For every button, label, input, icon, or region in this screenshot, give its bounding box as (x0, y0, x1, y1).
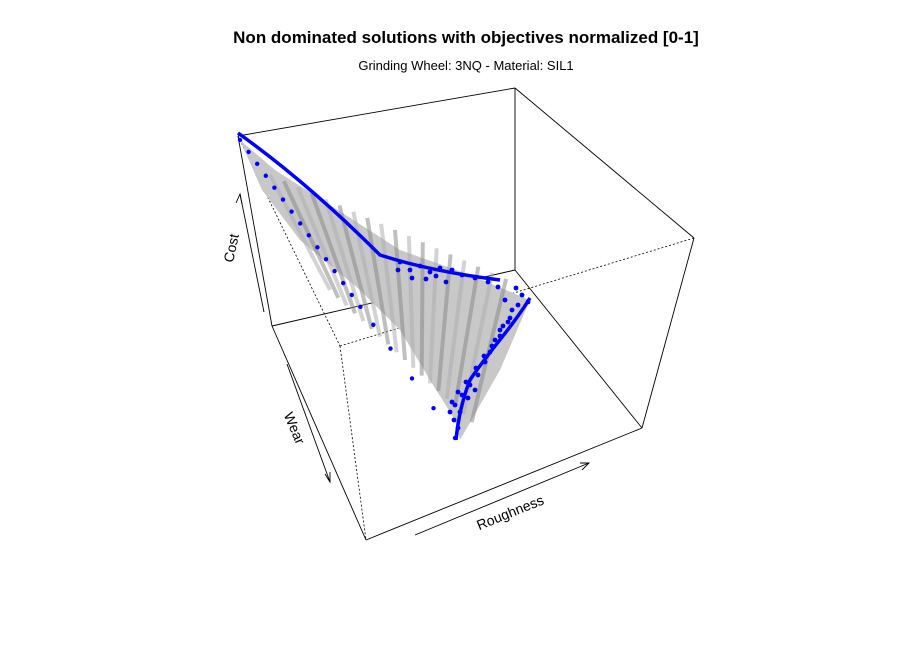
data-point (513, 285, 519, 291)
surface-stripe (444, 260, 467, 400)
data-point (500, 323, 506, 329)
chart-subtitle: Grinding Wheel: 3NQ - Material: SIL1 (358, 58, 574, 73)
surface-stripe (365, 217, 391, 345)
data-point (433, 273, 439, 279)
data-point (423, 276, 429, 282)
data-point (298, 221, 303, 226)
data-point (457, 409, 463, 415)
surface-stripes (268, 174, 509, 423)
data-point (492, 337, 498, 343)
data-point (495, 284, 501, 290)
data-point (263, 173, 268, 178)
data-point (447, 409, 453, 415)
frontier-curve-lower (454, 297, 532, 441)
chart-title: Non dominated solutions with objectives … (233, 28, 699, 47)
data-point (497, 333, 503, 339)
data-point (388, 346, 393, 351)
data-point (407, 267, 413, 273)
surface-stripe (268, 174, 332, 291)
data-point (475, 372, 481, 378)
data-point (272, 185, 277, 190)
axis-label-wear: Wear (281, 410, 309, 447)
roughness-axis-arrow (414, 462, 590, 536)
data-point (472, 387, 478, 393)
data-point (332, 268, 337, 274)
data-point (485, 279, 491, 285)
data-point (371, 322, 376, 327)
data-point (482, 359, 488, 365)
data-point (459, 272, 465, 278)
data-point (452, 402, 458, 408)
surface-main (240, 140, 530, 440)
data-point (449, 267, 455, 273)
data-point (487, 349, 493, 355)
data-point (451, 417, 457, 423)
data-point (358, 304, 363, 310)
data-point (505, 319, 511, 325)
data-point (397, 259, 403, 265)
data-point (502, 297, 508, 303)
surface-stripe (436, 254, 453, 392)
data-point (455, 389, 461, 395)
data-point (525, 299, 531, 305)
surface-stripe (379, 223, 399, 353)
data-point (395, 267, 401, 273)
axis-label-cost: Cost (220, 232, 242, 264)
data-point (255, 161, 260, 167)
data-point (289, 209, 294, 214)
surface-stripe (461, 272, 495, 415)
cost-axis-arrow (239, 193, 265, 313)
data-point (431, 406, 436, 411)
surface-stripe (453, 266, 481, 407)
box-edges (237, 87, 695, 541)
data-point (497, 327, 503, 333)
data-point (409, 376, 415, 381)
data-point (459, 392, 465, 398)
data-point (306, 233, 311, 238)
surface-stripe (393, 229, 407, 361)
data-point (507, 315, 513, 321)
data-point (467, 382, 473, 388)
surface-stripe (406, 236, 416, 368)
data-point (519, 292, 525, 298)
surface-stripe (419, 242, 425, 376)
data-point (449, 399, 455, 405)
data-point (509, 307, 515, 313)
surface-mesh (240, 140, 530, 440)
data-point (443, 279, 449, 285)
surface-stripe (337, 205, 374, 330)
data-point (341, 280, 346, 286)
data-point (237, 137, 243, 143)
data-point (489, 343, 495, 349)
data-point (437, 265, 443, 271)
data-point (246, 149, 251, 155)
axis-label-roughness: Roughness (474, 492, 546, 533)
data-point (417, 263, 423, 269)
data-point (409, 275, 415, 281)
data-point (455, 425, 461, 431)
data-point (515, 302, 521, 308)
data-point (473, 365, 479, 371)
data-point (349, 292, 354, 298)
data-point (427, 269, 433, 275)
data-point (472, 275, 478, 281)
wear-axis-arrow (286, 363, 331, 483)
data-point (465, 395, 471, 401)
data-point (280, 197, 286, 202)
surface-stripe (309, 192, 357, 315)
surface-stripe (295, 186, 349, 307)
series-points (236, 131, 532, 441)
data-point (481, 353, 487, 359)
data-point (323, 257, 329, 262)
surface-stripe (323, 198, 366, 322)
data-point (315, 245, 320, 250)
data-point (463, 379, 469, 385)
axis-arrows (235, 192, 591, 536)
surface-stripe (282, 180, 341, 299)
